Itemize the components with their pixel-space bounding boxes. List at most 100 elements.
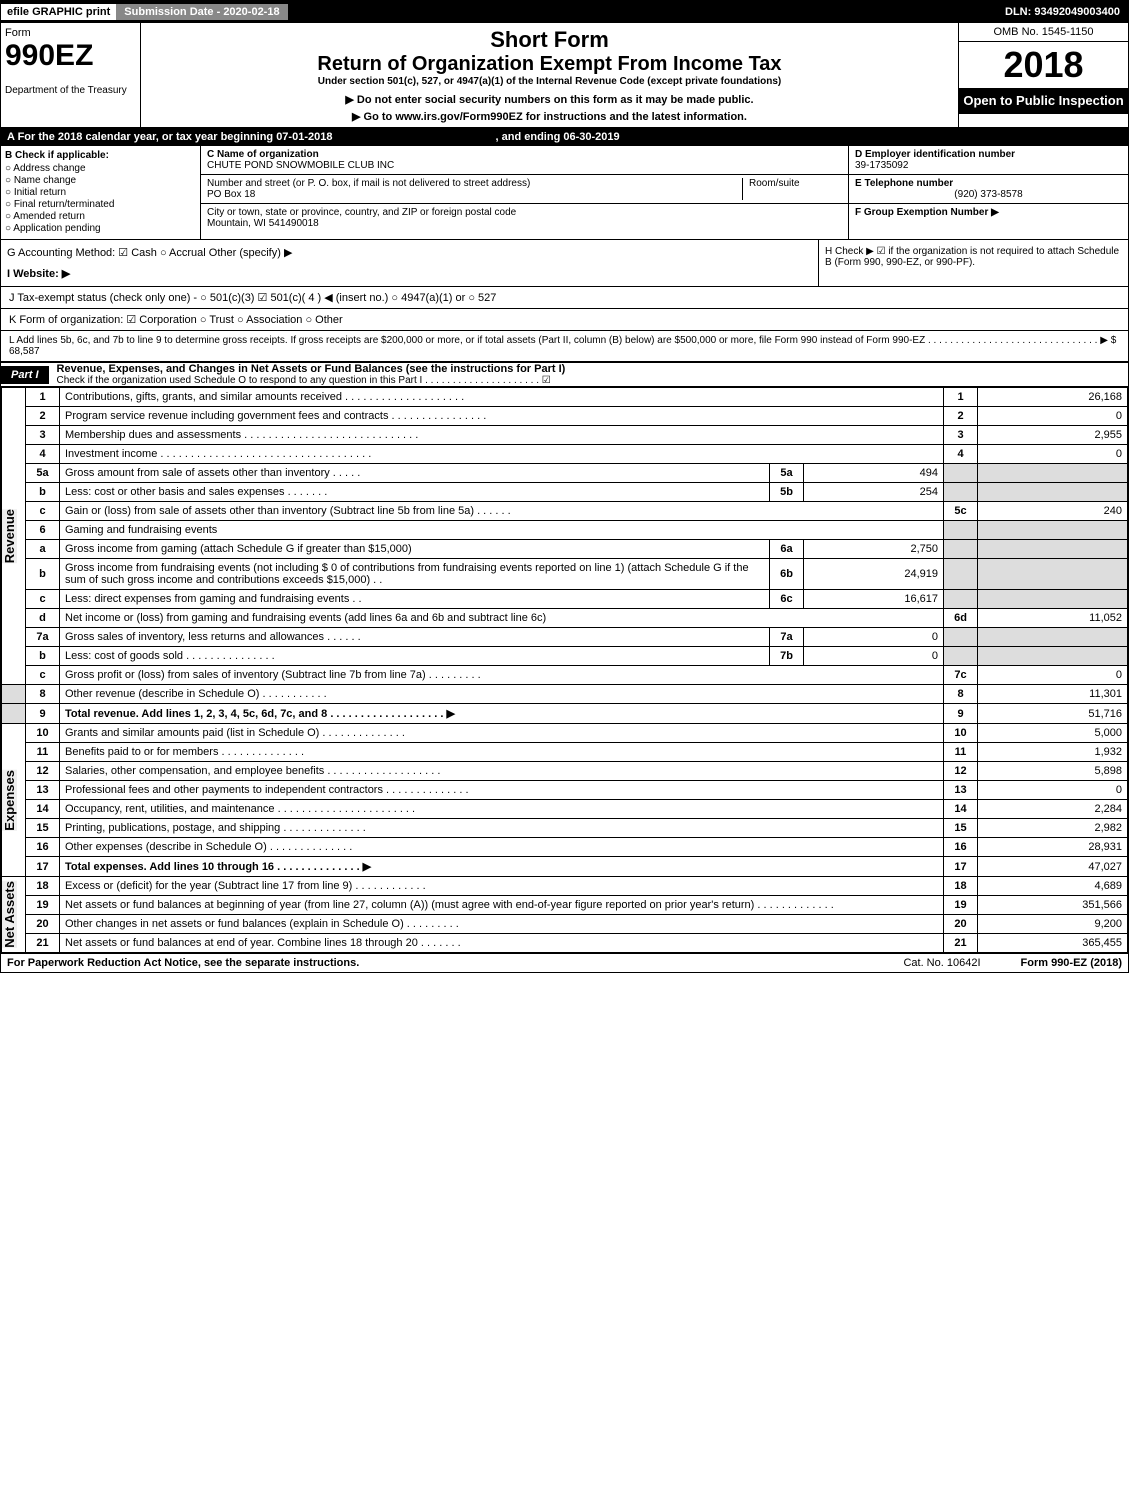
header-right: OMB No. 1545-1150 2018 Open to Public In… bbox=[958, 23, 1128, 127]
line-k: K Form of organization: ☑ Corporation ○ … bbox=[1, 309, 1128, 331]
org-name-cell: C Name of organization CHUTE POND SNOWMO… bbox=[201, 146, 848, 175]
section-c: C Name of organization CHUTE POND SNOWMO… bbox=[201, 146, 848, 239]
line-l: L Add lines 5b, 6c, and 7b to line 9 to … bbox=[1, 331, 1128, 362]
open-public-label: Open to Public Inspection bbox=[959, 89, 1128, 114]
line-k-text: K Form of organization: ☑ Corporation ○ … bbox=[9, 314, 343, 326]
line-7c-row: cGross profit or (loss) from sales of in… bbox=[2, 666, 1128, 685]
do-not-enter-text: ▶ Do not enter social security numbers o… bbox=[145, 93, 954, 106]
form-word: Form bbox=[5, 27, 136, 39]
header-middle: Short Form Return of Organization Exempt… bbox=[141, 23, 958, 127]
group-exemption-label: F Group Exemption Number ▶ bbox=[855, 207, 999, 218]
chk-address-change[interactable]: ○ Address change bbox=[5, 163, 196, 174]
line-6a-row: aGross income from gaming (attach Schedu… bbox=[2, 540, 1128, 559]
line-10-row: Expenses 10Grants and similar amounts pa… bbox=[2, 724, 1128, 743]
netassets-side-label: Net Assets bbox=[2, 877, 26, 953]
city-cell: City or town, state or province, country… bbox=[201, 204, 848, 232]
page-footer: For Paperwork Reduction Act Notice, see … bbox=[1, 953, 1128, 972]
line-j: J Tax-exempt status (check only one) - ○… bbox=[1, 287, 1128, 309]
line-3-row: 3Membership dues and assessments . . . .… bbox=[2, 426, 1128, 445]
form-number: 990EZ bbox=[5, 39, 136, 73]
phone-cell: E Telephone number (920) 373-8578 bbox=[849, 175, 1128, 204]
line-6b-row: bGross income from fundraising events (n… bbox=[2, 559, 1128, 590]
period-end: , and ending 06-30-2019 bbox=[496, 131, 620, 143]
dln-label: DLN: 93492049003400 bbox=[997, 4, 1128, 20]
phone-value: (920) 373-8578 bbox=[855, 189, 1122, 200]
line-21-row: 21Net assets or fund balances at end of … bbox=[2, 934, 1128, 953]
street-value: PO Box 18 bbox=[207, 189, 742, 200]
part-i-check-text: Check if the organization used Schedule … bbox=[49, 375, 1128, 386]
submission-date: Submission Date - 2020-02-18 bbox=[116, 4, 287, 20]
line-g: G Accounting Method: ☑ Cash ○ Accrual Ot… bbox=[1, 240, 818, 286]
section-def: D Employer identification number 39-1735… bbox=[848, 146, 1128, 239]
top-bar: efile GRAPHIC print Submission Date - 20… bbox=[1, 1, 1128, 23]
tax-year: 2018 bbox=[959, 42, 1128, 89]
line-15-row: 15Printing, publications, postage, and s… bbox=[2, 819, 1128, 838]
line-6c-row: cLess: direct expenses from gaming and f… bbox=[2, 590, 1128, 609]
line-i: I Website: ▶ bbox=[7, 267, 812, 280]
under-section-text: Under section 501(c), 527, or 4947(a)(1)… bbox=[145, 76, 954, 87]
street-cell: Number and street (or P. O. box, if mail… bbox=[201, 175, 848, 204]
omb-number: OMB No. 1545-1150 bbox=[959, 23, 1128, 42]
line-h-text: H Check ▶ ☑ if the organization is not r… bbox=[825, 246, 1119, 268]
line-g-text: G Accounting Method: ☑ Cash ○ Accrual Ot… bbox=[7, 246, 812, 259]
chk-final-return[interactable]: ○ Final return/terminated bbox=[5, 199, 196, 210]
expenses-side-label: Expenses bbox=[2, 724, 26, 877]
return-title: Return of Organization Exempt From Incom… bbox=[145, 53, 954, 76]
line-16-row: 16Other expenses (describe in Schedule O… bbox=[2, 838, 1128, 857]
line-i-text: I Website: ▶ bbox=[7, 268, 70, 280]
line-8-row: 8Other revenue (describe in Schedule O) … bbox=[2, 685, 1128, 704]
goto-irs-text: ▶ Go to www.irs.gov/Form990EZ for instru… bbox=[145, 110, 954, 123]
ein-value: 39-1735092 bbox=[855, 160, 1122, 171]
chk-amended-return[interactable]: ○ Amended return bbox=[5, 211, 196, 222]
phone-label: E Telephone number bbox=[855, 178, 1122, 189]
line-5c-row: cGain or (loss) from sale of assets othe… bbox=[2, 502, 1128, 521]
line-5a-row: 5aGross amount from sale of assets other… bbox=[2, 464, 1128, 483]
line-5b-row: bLess: cost or other basis and sales exp… bbox=[2, 483, 1128, 502]
line-4-row: 4Investment income . . . . . . . . . . .… bbox=[2, 445, 1128, 464]
form-990ez-page: efile GRAPHIC print Submission Date - 20… bbox=[0, 0, 1129, 973]
footer-form-ref: Form 990-EZ (2018) bbox=[1021, 957, 1122, 969]
line-19-row: 19Net assets or fund balances at beginni… bbox=[2, 896, 1128, 915]
line-7b-row: bLess: cost of goods sold . . . . . . . … bbox=[2, 647, 1128, 666]
revenue-side-label: Revenue bbox=[2, 388, 26, 685]
line-j-text: J Tax-exempt status (check only one) - ○… bbox=[9, 292, 496, 304]
line-20-row: 20Other changes in net assets or fund ba… bbox=[2, 915, 1128, 934]
revenue-expenses-table: Revenue 1 Contributions, gifts, grants, … bbox=[1, 387, 1128, 953]
form-header: Form 990EZ Department of the Treasury Sh… bbox=[1, 23, 1128, 128]
period-begin: A For the 2018 calendar year, or tax yea… bbox=[7, 131, 332, 143]
room-suite-label: Room/suite bbox=[742, 178, 842, 200]
ein-label: D Employer identification number bbox=[855, 149, 1122, 160]
efile-label: efile GRAPHIC print bbox=[1, 4, 116, 20]
line-h: H Check ▶ ☑ if the organization is not r… bbox=[818, 240, 1128, 286]
header-left: Form 990EZ Department of the Treasury bbox=[1, 23, 141, 127]
line-11-row: 11Benefits paid to or for members . . . … bbox=[2, 743, 1128, 762]
section-b: B Check if applicable: ○ Address change … bbox=[1, 146, 201, 239]
line-12-row: 12Salaries, other compensation, and empl… bbox=[2, 762, 1128, 781]
entity-info-block: B Check if applicable: ○ Address change … bbox=[1, 146, 1128, 240]
line-l-text: L Add lines 5b, 6c, and 7b to line 9 to … bbox=[9, 335, 1116, 357]
city-label: City or town, state or province, country… bbox=[207, 207, 842, 218]
line-6-row: 6Gaming and fundraising events bbox=[2, 521, 1128, 540]
line-17-row: 17Total expenses. Add lines 10 through 1… bbox=[2, 857, 1128, 877]
line-9-row: 9Total revenue. Add lines 1, 2, 3, 4, 5c… bbox=[2, 704, 1128, 724]
department-label: Department of the Treasury bbox=[5, 85, 136, 96]
part-i-header: Part I Revenue, Expenses, and Changes in… bbox=[1, 362, 1128, 387]
chk-initial-return[interactable]: ○ Initial return bbox=[5, 187, 196, 198]
part-i-label: Part I bbox=[1, 366, 49, 384]
lines-g-h: G Accounting Method: ☑ Cash ○ Accrual Ot… bbox=[1, 240, 1128, 287]
street-label: Number and street (or P. O. box, if mail… bbox=[207, 178, 742, 189]
line-7a-row: 7aGross sales of inventory, less returns… bbox=[2, 628, 1128, 647]
line-2-row: 2Program service revenue including gover… bbox=[2, 407, 1128, 426]
short-form-title: Short Form bbox=[145, 27, 954, 53]
chk-name-change[interactable]: ○ Name change bbox=[5, 175, 196, 186]
line-18-row: Net Assets 18Excess or (deficit) for the… bbox=[2, 877, 1128, 896]
chk-application-pending[interactable]: ○ Application pending bbox=[5, 223, 196, 234]
period-row: A For the 2018 calendar year, or tax yea… bbox=[1, 128, 1128, 146]
org-name-label: C Name of organization bbox=[207, 149, 842, 160]
group-exemption-cell: F Group Exemption Number ▶ bbox=[849, 204, 1128, 221]
org-name-value: CHUTE POND SNOWMOBILE CLUB INC bbox=[207, 160, 842, 171]
city-value: Mountain, WI 541490018 bbox=[207, 218, 842, 229]
footer-cat-no: Cat. No. 10642I bbox=[903, 957, 980, 969]
line-13-row: 13Professional fees and other payments t… bbox=[2, 781, 1128, 800]
footer-left: For Paperwork Reduction Act Notice, see … bbox=[7, 957, 359, 969]
